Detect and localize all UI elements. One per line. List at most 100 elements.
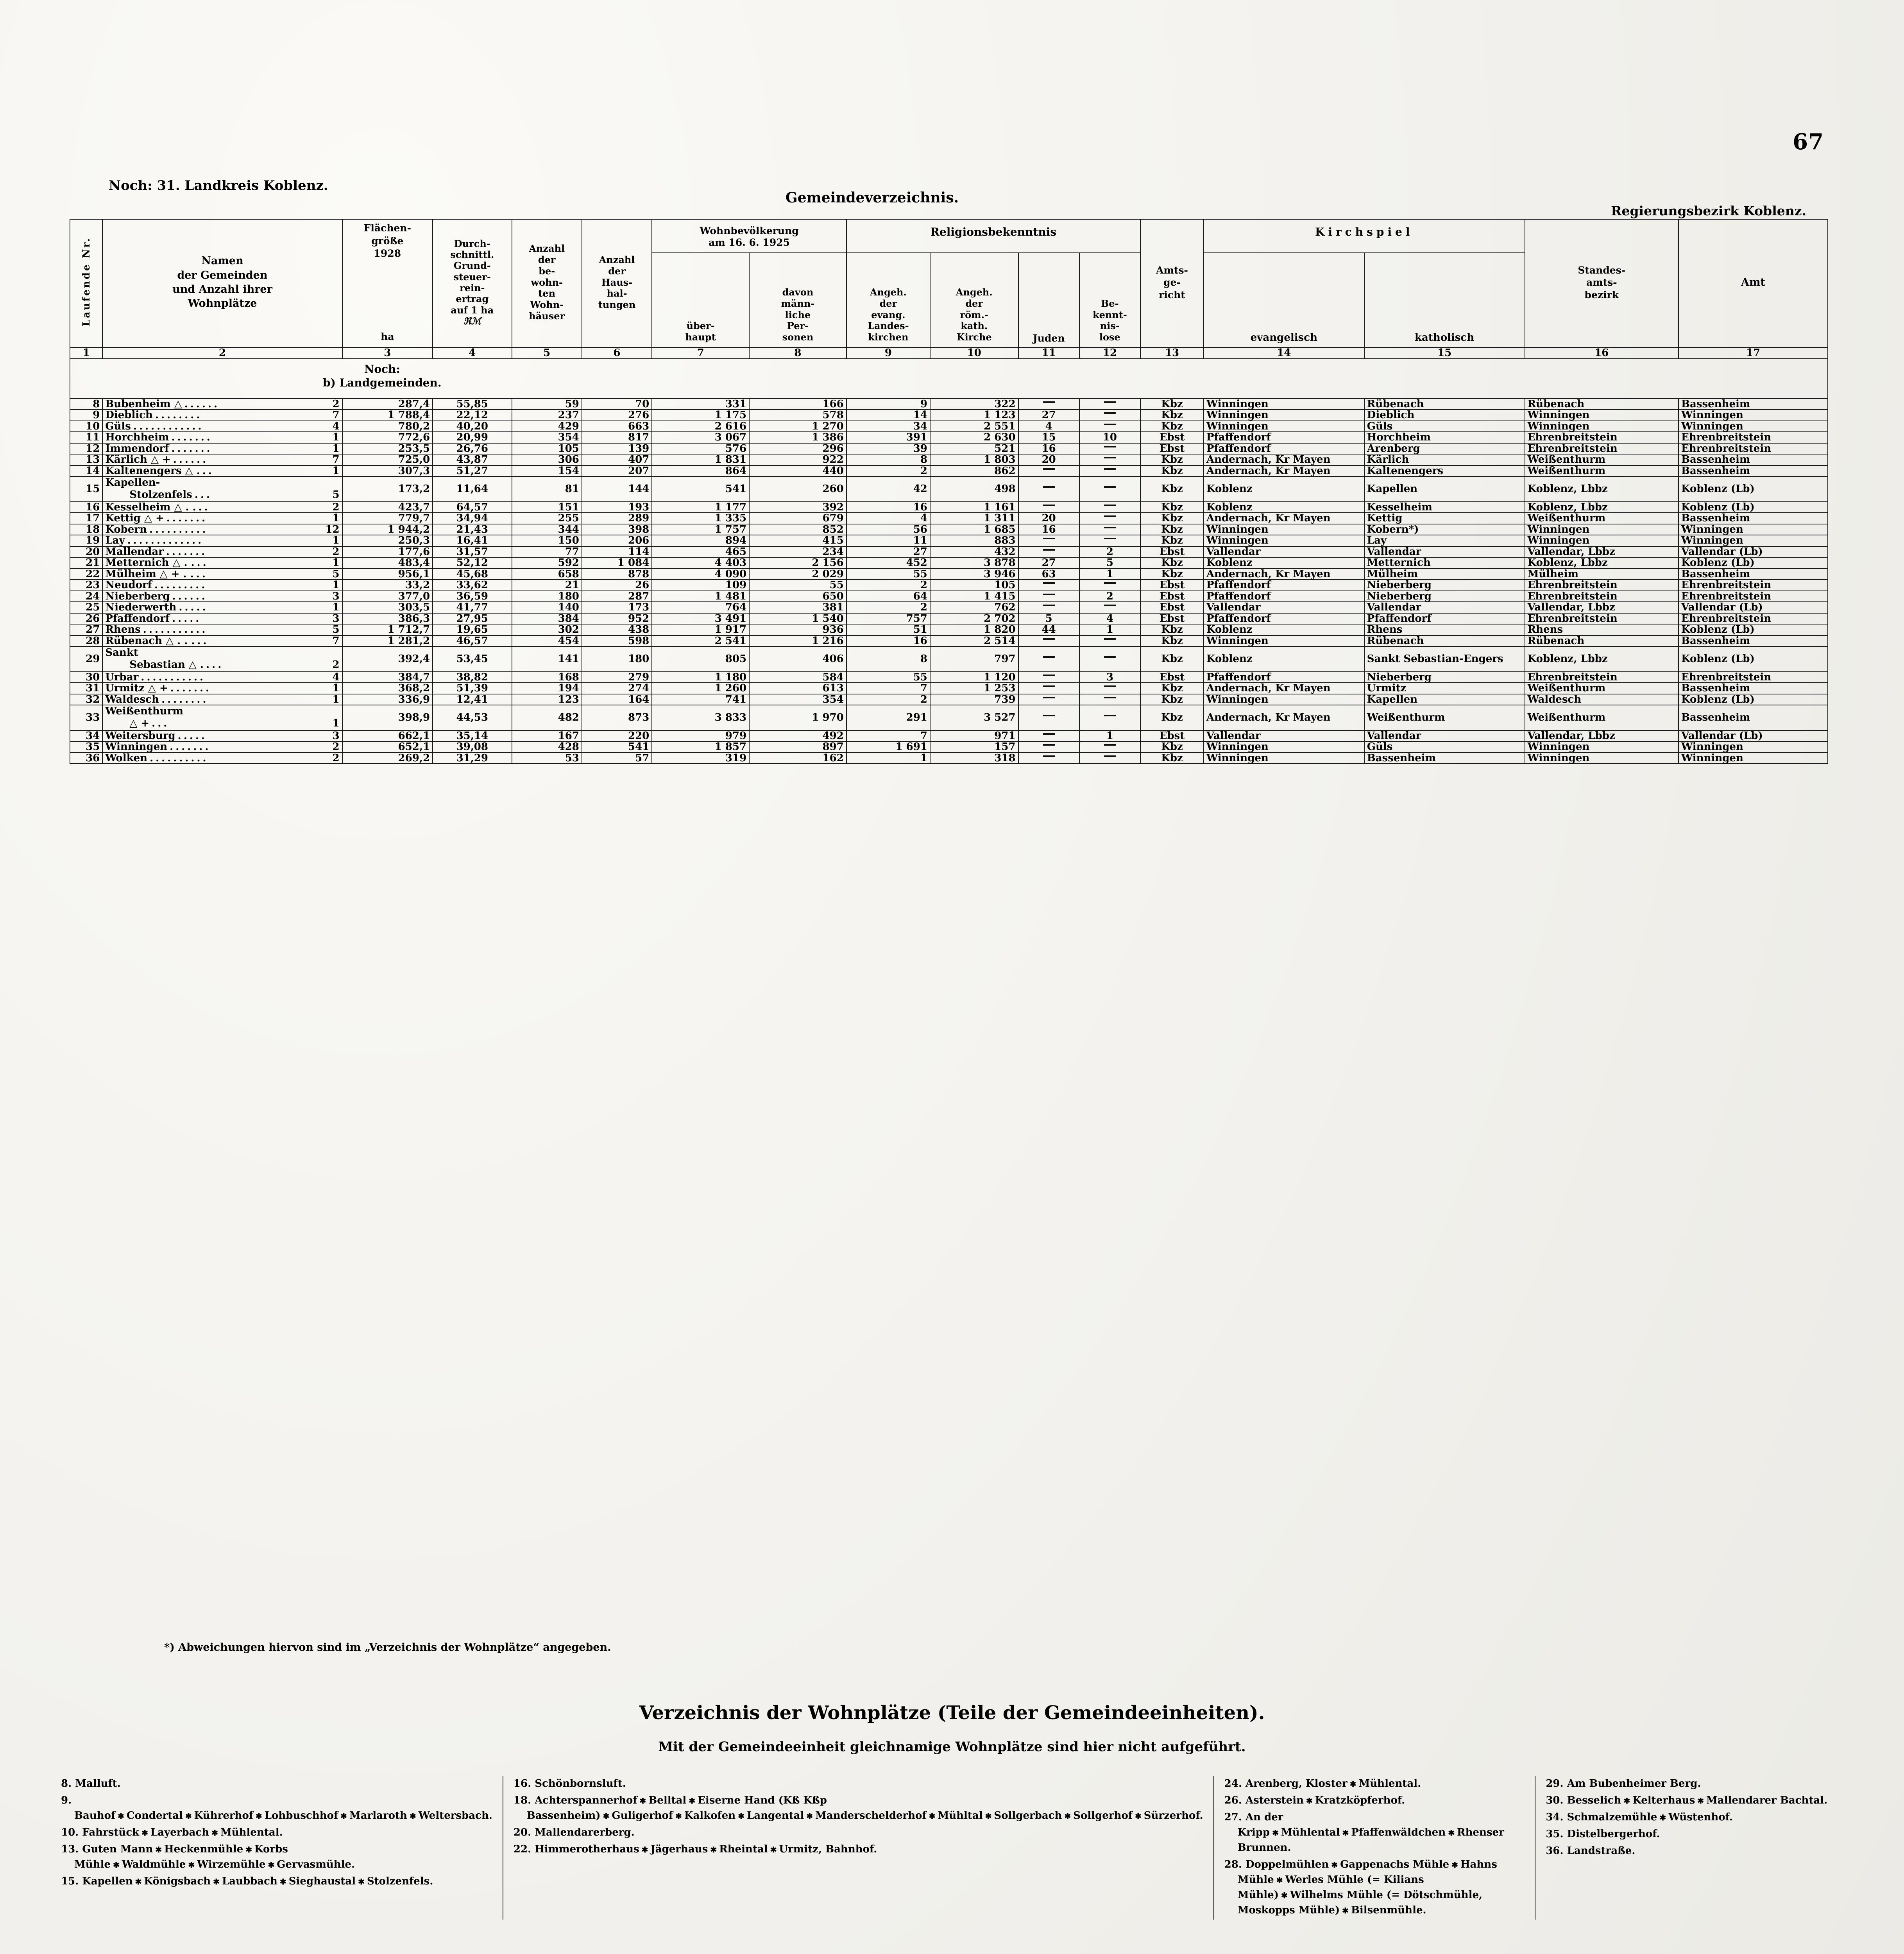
table-row: 14 Kaltenengers △ ... 1 307,3 51,27 154 207 864… (69, 465, 1828, 477)
cell-grundsteuer: 20,99 (432, 431, 512, 444)
cell-standesamtsbezirk: Weißenthurm (1524, 465, 1679, 477)
cell-kirchspiel-katholisch: Kapellen (1364, 476, 1525, 502)
wohnplaetze-item: Himmerotherhaus (535, 1843, 639, 1855)
cell-kirchspiel-evangelisch: Winningen (1203, 409, 1365, 421)
cell-flaechengroesse: 368,2 (342, 682, 433, 694)
wohnplaetze-item: Guligerhof (612, 1810, 673, 1822)
cell-wohnhaeuser: 482 (511, 705, 582, 731)
table-row: 30 Urbar........... 4 384,7 38,82 168 279 1 180… (69, 671, 1828, 684)
wohnplaetze-entry-nr: 18. (513, 1795, 531, 1806)
group-header-religionsbekenntnis: Religionsbekenntnis (846, 219, 1141, 253)
cell-amtsgericht: Ebst (1140, 579, 1204, 591)
wohnplaetze-item: Sieghaustal (288, 1875, 356, 1887)
cell-wohnhaeuser: 592 (511, 557, 582, 569)
cell-gemeinde-name: Kärlich △ +...... 7 (102, 454, 343, 466)
cell-standesamtsbezirk: Vallendar, Lbbz (1524, 546, 1679, 558)
cell-evangelisch: 55 (846, 568, 931, 580)
separator-bullet: ✱ (641, 1845, 648, 1854)
cell-haushaltungen: 289 (581, 512, 653, 524)
wohnplaetze-item: Werles Mühle (= Kilians Mühle) (1237, 1874, 1424, 1901)
cell-kirchspiel-katholisch: Nieberberg (1364, 579, 1525, 591)
wohnplaetze-item: Asterstein (1245, 1795, 1304, 1806)
cell-haushaltungen: 173 (581, 601, 653, 614)
cell-wohnbevoelkerung-maennlich: 381 (749, 601, 847, 614)
separator-bullet: ✱ (675, 1811, 682, 1821)
table-row: 13 Kärlich △ +...... 7 725,0 43,87 306 407 1 83… (69, 454, 1828, 466)
wohnplaetze-item: Wüstenhof. (1668, 1811, 1733, 1823)
cell-amtsgericht: Kbz (1140, 568, 1204, 580)
cell-gemeinde-name: Pfaffendorf..... 3 (102, 612, 343, 625)
empty-dash (1043, 582, 1055, 584)
cell-kirchspiel-evangelisch: Koblenz (1203, 501, 1365, 513)
cell-bekenntnislose (1079, 454, 1141, 466)
col-header-juden: Juden (1018, 252, 1080, 348)
cell-grundsteuer: 33,62 (432, 579, 512, 591)
cell-flaechengroesse: 662,1 (342, 730, 433, 742)
wohnplaetze-entry-nr: 15. (61, 1875, 79, 1887)
cell-standesamtsbezirk: Winningen (1524, 420, 1679, 433)
cell-amtsgericht: Ebst (1140, 431, 1204, 444)
cell-kirchspiel-evangelisch: Vallendar (1203, 546, 1365, 558)
cell-amtsgericht: Kbz (1140, 512, 1204, 524)
cell-wohnbevoelkerung-maennlich: 650 (749, 590, 847, 603)
cell-flaechengroesse: 287,4 (342, 398, 433, 410)
cell-katholisch: 1 120 (929, 671, 1019, 684)
wohnplaetze-item: Lohbuschhof (264, 1810, 338, 1822)
cell-wohnbevoelkerung-maennlich: 2 156 (749, 557, 847, 569)
cell-grundsteuer: 16,41 (432, 535, 512, 547)
cell-bekenntnislose (1079, 705, 1141, 731)
cell-wohnhaeuser: 81 (511, 476, 582, 502)
cell-amtsgericht: Kbz (1140, 501, 1204, 513)
group-header-kirchspiel: Kirchspiel (1203, 219, 1525, 253)
cell-wohnbevoelkerung-maennlich: 613 (749, 682, 847, 694)
cell-gemeinde-name: Lay............. 1 (102, 535, 343, 547)
cell-laufende-nr: 26 (69, 612, 103, 625)
cell-standesamtsbezirk: Rhens (1524, 624, 1679, 636)
separator-bullet: ✱ (1276, 1875, 1283, 1885)
wohnplaetze-item: Jägerhaus (650, 1843, 708, 1855)
cell-wohnbevoelkerung-maennlich: 1 386 (749, 431, 847, 444)
cell-laufende-nr: 22 (69, 568, 103, 580)
cell-haushaltungen: 193 (581, 501, 653, 513)
cell-evangelisch: 4 (846, 512, 931, 524)
table-row: 25 Niederwerth..... 1 303,5 41,77 140 173 764 38… (69, 601, 1828, 614)
cell-kirchspiel-katholisch: Rhens (1364, 624, 1525, 636)
cell-amtsgericht: Kbz (1140, 523, 1204, 536)
cell-grundsteuer: 31,29 (432, 752, 512, 764)
cell-wohnhaeuser: 255 (511, 512, 582, 524)
col-header-bekenntnislose: Be-kennt-nis-lose (1079, 252, 1141, 348)
cell-juden (1018, 535, 1080, 547)
cell-kirchspiel-katholisch: Vallendar (1364, 730, 1525, 742)
cell-laufende-nr: 17 (69, 512, 103, 524)
cell-wohnbevoelkerung-ueberhaupt: 894 (651, 535, 750, 547)
cell-kirchspiel-katholisch: Nieberberg (1364, 590, 1525, 603)
cell-flaechengroesse: 780,2 (342, 420, 433, 433)
cell-bekenntnislose (1079, 741, 1141, 753)
cell-wohnbevoelkerung-ueberhaupt: 109 (651, 579, 750, 591)
cell-amt: Winningen (1678, 523, 1828, 536)
cell-laufende-nr: 32 (69, 693, 103, 706)
cell-flaechengroesse: 483,4 (342, 557, 433, 569)
empty-dash (1104, 486, 1116, 488)
cell-bekenntnislose (1079, 752, 1141, 764)
table-row: 36 Wolken.......... 2 269,2 31,29 53 57 319 162 1… (69, 752, 1828, 764)
cell-juden (1018, 693, 1080, 706)
cell-laufende-nr: 20 (69, 546, 103, 558)
col-header-ueberhaupt: über-haupt (651, 252, 750, 348)
cell-kirchspiel-evangelisch: Pfaffendorf (1203, 612, 1365, 625)
cell-amtsgericht: Kbz (1140, 646, 1204, 672)
empty-dash (1104, 401, 1116, 403)
cell-kirchspiel-katholisch: Dieblich (1364, 409, 1525, 421)
cell-gemeinde-name: Mülheim △ + . ... 5 (102, 568, 343, 580)
header-left: Noch: 31. Landkreis Koblenz. (109, 178, 328, 193)
table-row: 15 Kapellen- Stolzenfels... 5 173,2 11,64 81 14… (69, 476, 1828, 502)
cell-gemeinde-name: Horchheim....... 1 (102, 431, 343, 444)
col-header-amtsgericht: Amts-ge-richt (1140, 219, 1204, 348)
colnum-13: 13 (1140, 347, 1204, 359)
cell-wohnbevoelkerung-maennlich: 584 (749, 671, 847, 684)
cell-juden (1018, 646, 1080, 672)
cell-kirchspiel-evangelisch: Pfaffendorf (1203, 442, 1365, 455)
cell-gemeinde-name: Winningen....... 2 (102, 741, 343, 753)
cell-amt: Vallendar (Lb) (1678, 601, 1828, 614)
cell-wohnbevoelkerung-ueberhaupt: 331 (651, 398, 750, 410)
